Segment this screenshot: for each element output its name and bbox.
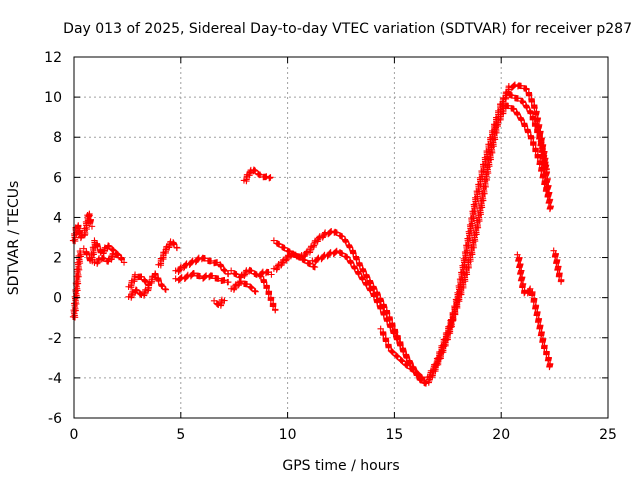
series-track-b	[69, 247, 84, 321]
data-point	[546, 363, 553, 371]
series-track-f	[125, 284, 152, 301]
data-point	[543, 166, 550, 173]
y-tick-label: 0	[53, 291, 62, 307]
data-point	[189, 270, 196, 278]
y-tick-label: 6	[53, 170, 62, 186]
x-axis-label: GPS time / hours	[282, 458, 399, 474]
plot-frame	[73, 56, 609, 419]
data-point	[267, 174, 274, 181]
data-point	[145, 284, 152, 291]
data-point	[328, 227, 335, 235]
series-track-n	[257, 273, 279, 314]
series-track-c	[80, 237, 128, 266]
data-point	[544, 193, 551, 201]
series-track-s	[424, 102, 552, 381]
data-point	[511, 81, 519, 88]
series-track-g	[155, 238, 181, 269]
data-point	[557, 278, 565, 285]
series-track-v	[550, 247, 565, 285]
series-track-k	[227, 266, 275, 281]
data-point	[272, 306, 279, 314]
series-track-p	[270, 81, 554, 387]
series-track-j	[210, 296, 228, 309]
data-point	[268, 271, 275, 278]
chart-title: Day 013 of 2025, Sidereal Day-to-day VTE…	[63, 21, 632, 37]
y-tick-label: 4	[53, 210, 62, 226]
data-point	[394, 353, 401, 361]
data-point	[225, 270, 232, 278]
series-track-m	[240, 166, 274, 185]
data-point	[252, 288, 259, 295]
y-axis-label: SDTVAR / TECUs	[6, 181, 22, 296]
x-tick-label: 5	[176, 427, 185, 443]
data-point	[221, 297, 228, 304]
x-tick-label: 25	[599, 427, 617, 443]
data-point	[162, 286, 170, 293]
y-tick-label: 2	[53, 251, 62, 267]
series-track-l	[227, 277, 259, 295]
data-point	[76, 247, 84, 255]
series-track-h	[172, 254, 232, 278]
data-point	[332, 248, 340, 255]
x-tick-label: 10	[279, 427, 297, 443]
series-track-q	[309, 247, 426, 382]
data-point	[118, 254, 125, 262]
data-point	[399, 358, 406, 365]
y-tick-label: 12	[44, 50, 62, 66]
y-tick-label: 8	[53, 130, 62, 146]
tick-label-layer: 0 5 10 15 20 25 -6 -4 -2 0 2 4 6 8 10 12	[44, 50, 617, 443]
data-point	[120, 259, 128, 266]
data-point	[225, 278, 232, 286]
data-point	[389, 349, 397, 356]
series-track-a	[69, 210, 96, 245]
series-track-i	[172, 269, 232, 286]
data-point	[546, 205, 554, 213]
y-tick-label: 10	[44, 90, 62, 106]
marks-layer	[69, 81, 565, 387]
y-tick-label: -4	[48, 371, 62, 387]
y-tick-label: -6	[48, 411, 62, 427]
series-track-u	[514, 251, 554, 371]
y-tick-label: -2	[48, 331, 62, 347]
data-point	[173, 244, 181, 252]
series-track-r	[377, 325, 428, 386]
x-tick-label: 0	[70, 427, 79, 443]
data-point	[333, 247, 340, 255]
data-point	[421, 379, 428, 386]
axis-layer	[73, 56, 609, 419]
series-track-d	[91, 250, 125, 267]
data-point	[88, 223, 96, 230]
x-tick-label: 20	[492, 427, 510, 443]
series-track-t	[497, 89, 550, 173]
x-tick-label: 15	[385, 427, 403, 443]
